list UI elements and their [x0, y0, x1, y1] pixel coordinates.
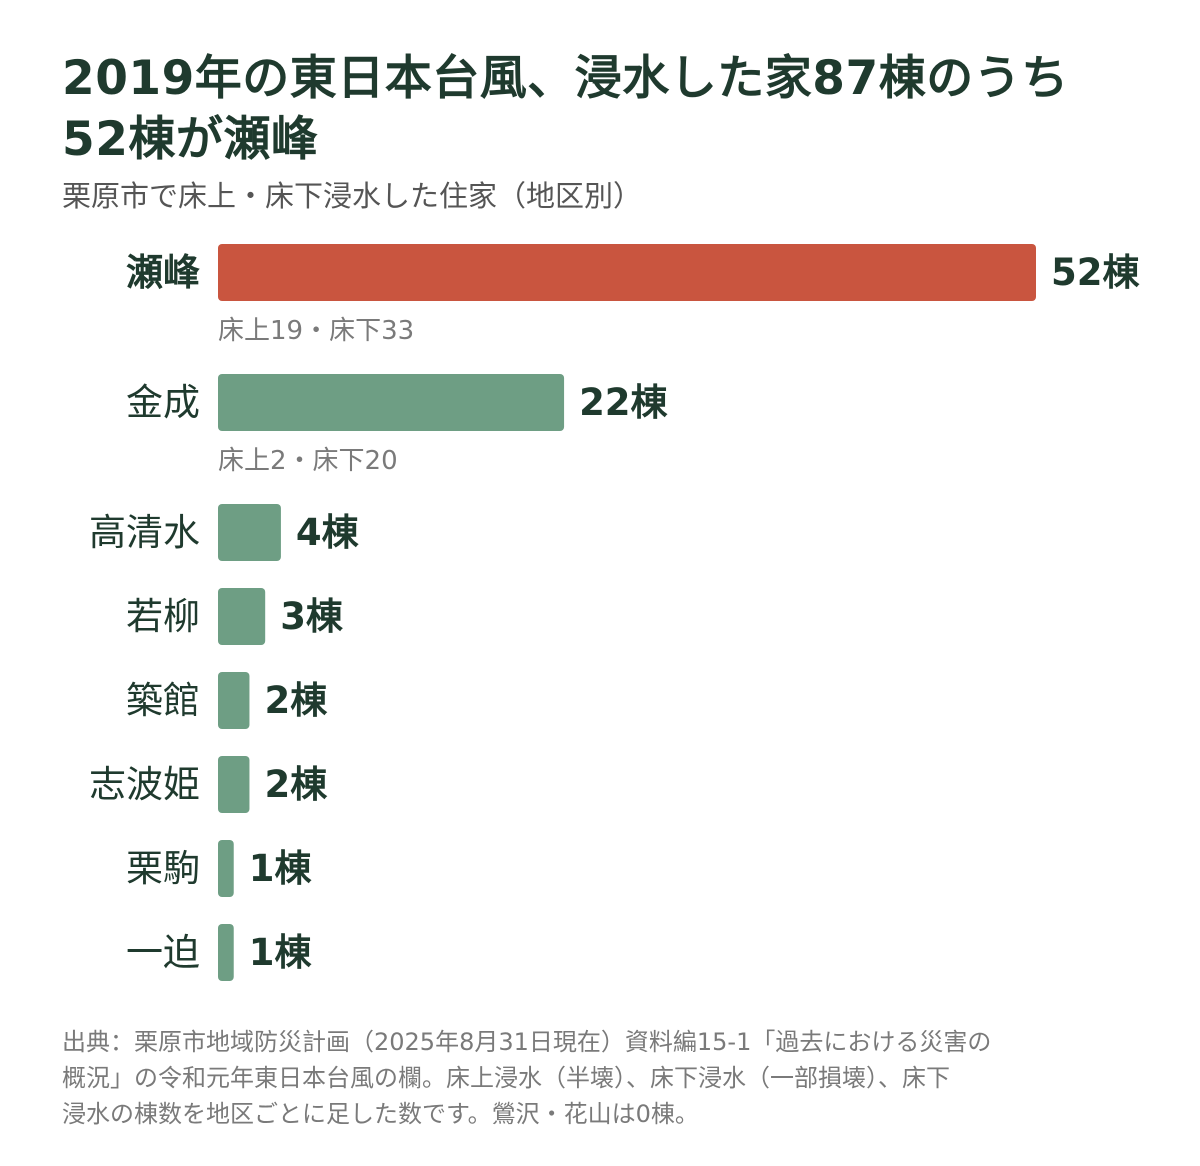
- bar: [218, 672, 250, 729]
- bar: [218, 756, 250, 813]
- value-label: 4棟: [296, 511, 360, 554]
- category-label: 若柳: [126, 595, 200, 638]
- bar: [218, 244, 1036, 301]
- value-label: 52棟: [1051, 251, 1140, 294]
- category-label: 金成: [126, 381, 200, 424]
- value-label: 1棟: [249, 931, 313, 974]
- bar: [218, 374, 565, 431]
- footnote-line-1: 出典：栗原市地域防災計画（2025年8月31日現在）資料編15-1「過去における…: [62, 1028, 992, 1056]
- bar: [218, 504, 281, 561]
- chart-title-line-2: 52棟が瀬峰: [62, 112, 319, 167]
- category-label: 志波姫: [89, 763, 200, 806]
- chart-title-line-1: 2019年の東日本台風、浸水した家87棟のうち: [62, 51, 1069, 106]
- value-label: 3棟: [280, 595, 344, 638]
- footnote-line-2: 概況」の令和元年東日本台風の欄。床上浸水（半壊）、床下浸水（一部損壊）、床下: [62, 1064, 950, 1092]
- value-label: 2棟: [264, 679, 328, 722]
- bar: [218, 924, 234, 981]
- value-label: 2棟: [264, 763, 328, 806]
- bar: [218, 588, 266, 645]
- category-label: 高清水: [89, 511, 200, 554]
- bar: [218, 840, 234, 897]
- source-footnote: 出典：栗原市地域防災計画（2025年8月31日現在）資料編15-1「過去における…: [62, 1024, 1142, 1132]
- category-label: 瀬峰: [126, 251, 200, 294]
- chart-title: 2019年の東日本台風、浸水した家87棟のうち 52棟が瀬峰: [62, 48, 1162, 170]
- value-label: 22棟: [579, 381, 668, 424]
- category-label: 栗駒: [126, 847, 200, 890]
- category-label: 一迫: [126, 931, 200, 974]
- value-label: 1棟: [249, 847, 313, 890]
- category-label: 築館: [126, 679, 200, 722]
- breakdown-label: 床上2・床下20: [218, 446, 398, 476]
- breakdown-label: 床上19・床下33: [218, 316, 414, 346]
- chart-subtitle: 栗原市で床上・床下浸水した住家（地区別）: [62, 179, 643, 213]
- footnote-line-3: 浸水の棟数を地区ごとに足した数です。鶯沢・花山は0棟。: [62, 1100, 699, 1128]
